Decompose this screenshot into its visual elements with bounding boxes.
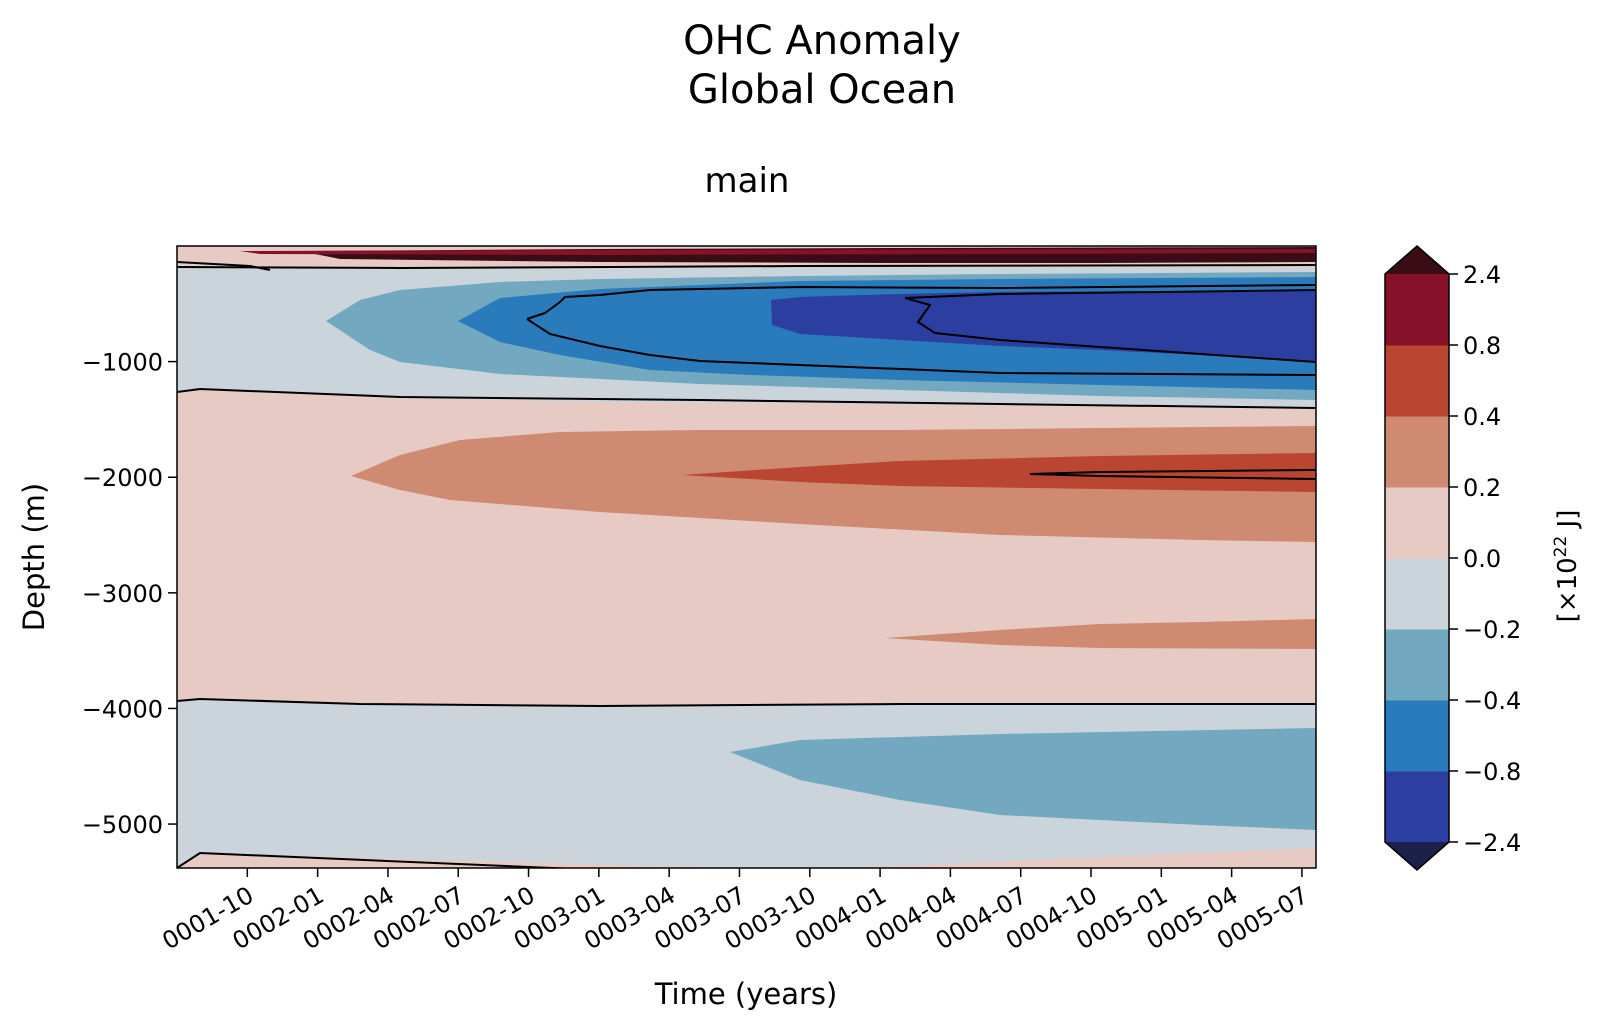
- y-tick-label: −5000: [82, 811, 163, 839]
- colorbar-tick-label: 0.2: [1463, 474, 1501, 502]
- band-0.2-to-0.4-mid: [351, 426, 1316, 542]
- figure-title-line-2: Global Ocean: [688, 67, 956, 113]
- colorbar-segment: [1385, 274, 1449, 346]
- contour-plot: [177, 246, 1316, 868]
- colorbar-segment: [1385, 700, 1449, 772]
- colorbar-tick-label: −0.4: [1463, 687, 1521, 715]
- x-axis-label: Time (years): [654, 977, 838, 1011]
- y-tick-label: −2000: [82, 464, 163, 492]
- colorbar-tick-label: 2.4: [1463, 261, 1501, 289]
- band-neg2.4-to-neg0.8: [771, 290, 1316, 362]
- plot-subtitle: main: [705, 161, 790, 201]
- x-axis-ticks: 0001-100002-010002-040002-070002-100003-…: [157, 868, 1313, 955]
- band-0.4-to-0.8: [682, 453, 1316, 492]
- y-axis-ticks: −1000 −2000 −3000 −4000 −5000: [82, 349, 177, 839]
- y-axis-label: Depth (m): [17, 483, 51, 631]
- colorbar-tick-label: 0.0: [1463, 545, 1501, 573]
- plot-frame: [176, 245, 1317, 869]
- colorbar-tick-label: −0.2: [1463, 616, 1521, 644]
- colorbar-extend-max: [1385, 246, 1449, 274]
- colorbar-tick-label: −0.8: [1463, 758, 1521, 786]
- y-tick-label: −1000: [82, 349, 163, 377]
- colorbar-tick-label: 0.8: [1463, 332, 1501, 360]
- colorbar-segment: [1385, 345, 1449, 417]
- figure-title-line-1: OHC Anomaly: [683, 18, 961, 64]
- colorbar: −2.4 −0.8 −0.4 −0.2 0.0 0.2 0.4 0.8 2.4: [1384, 245, 1521, 871]
- contour-lines: [177, 261, 1316, 868]
- colorbar-segment: [1385, 416, 1449, 488]
- colorbar-segment: [1385, 487, 1449, 559]
- band-0.2-to-0.4-deep: [885, 619, 1316, 649]
- band-neg0.4-to-neg0.2-deep: [730, 728, 1316, 830]
- colorbar-segment: [1385, 771, 1449, 843]
- colorbar-label: [×1022 J]: [1551, 510, 1583, 623]
- colorbar-segment: [1385, 558, 1449, 630]
- colorbar-extend-min: [1385, 842, 1449, 870]
- y-tick-label: −3000: [82, 580, 163, 608]
- colorbar-segment: [1385, 629, 1449, 701]
- colorbar-tick-label: −2.4: [1463, 829, 1521, 857]
- y-tick-label: −4000: [82, 695, 163, 723]
- colorbar-tick-label: 0.4: [1463, 403, 1501, 431]
- band-surface-strip: [240, 249, 1316, 255]
